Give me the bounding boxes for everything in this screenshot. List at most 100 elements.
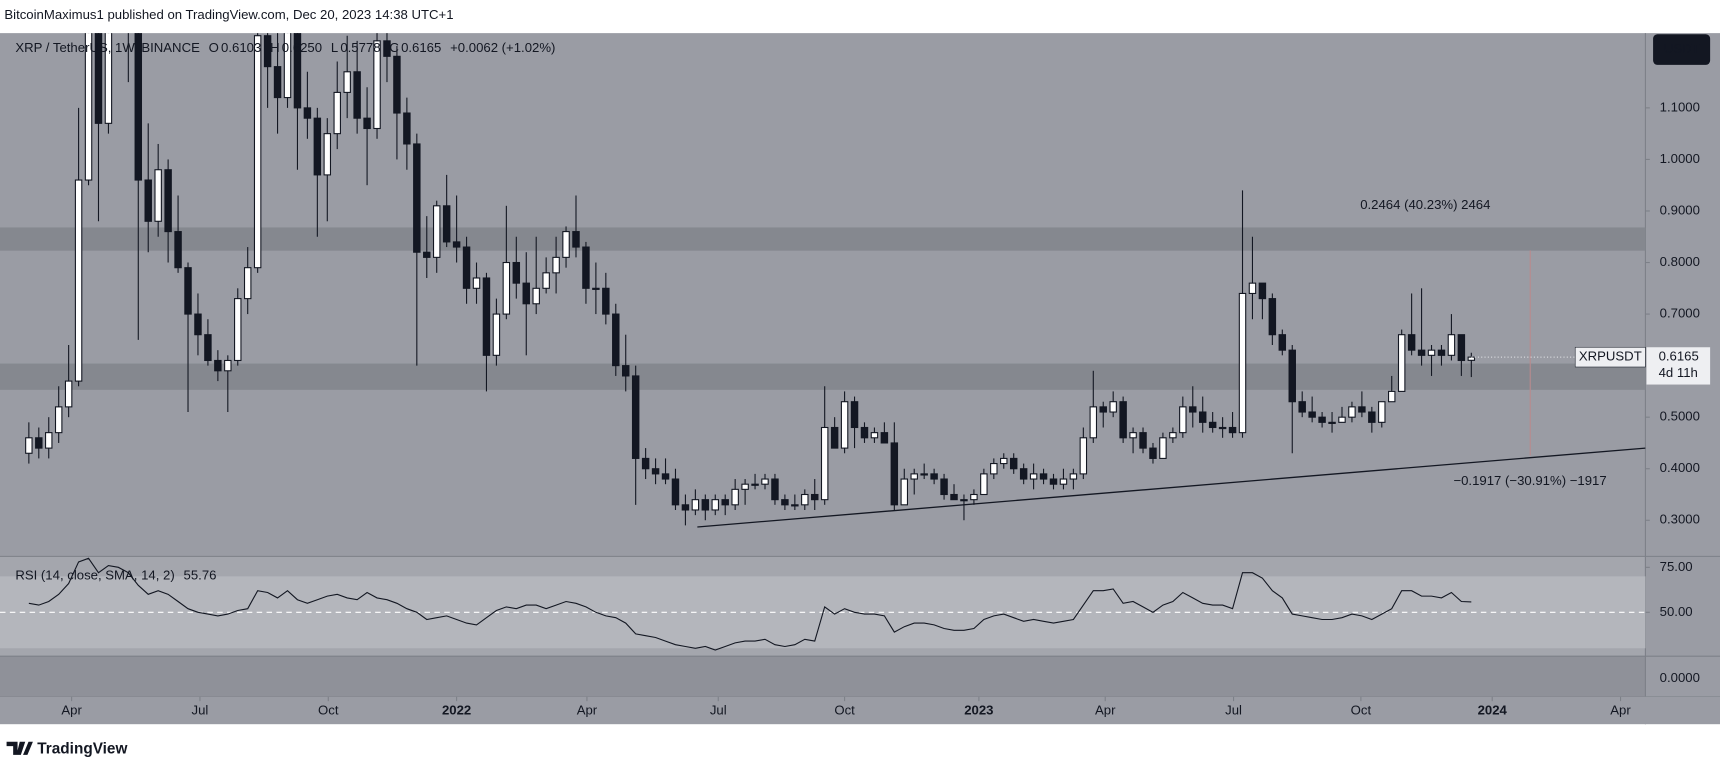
candle-body xyxy=(432,205,441,258)
candle-body xyxy=(1039,473,1048,480)
rsi-line xyxy=(28,557,1472,651)
candle-body xyxy=(890,442,899,506)
ohlc-value: 0.5778 xyxy=(340,40,380,55)
candle-body xyxy=(701,499,710,511)
candle-body xyxy=(542,272,550,289)
x-tick-label: Apr xyxy=(61,703,82,718)
zone xyxy=(0,363,1646,390)
candle-body xyxy=(253,35,262,269)
x-tick-label: 2022 xyxy=(442,703,471,718)
candle-body xyxy=(940,478,948,496)
candle-body xyxy=(622,365,630,377)
candle-body xyxy=(214,359,222,372)
candle-body xyxy=(273,66,282,99)
candle-body xyxy=(1019,468,1028,480)
y-tick-label: 0.3000 xyxy=(1660,512,1700,527)
candle-body xyxy=(492,313,501,356)
candle-body xyxy=(1437,349,1446,356)
candle-body xyxy=(1457,334,1466,362)
candle-body xyxy=(850,401,859,429)
candle-body xyxy=(1218,426,1227,430)
x-tick-label: Jul xyxy=(1225,703,1242,718)
candle-body xyxy=(681,504,690,511)
candle-body xyxy=(54,406,63,434)
candle-body xyxy=(532,287,540,305)
candle-body xyxy=(612,313,620,367)
candle-body xyxy=(562,231,570,258)
candle-body xyxy=(1427,349,1436,356)
currency: USDT xyxy=(1664,41,1700,56)
candle-body xyxy=(403,112,411,145)
y-tick-label: 0.7000 xyxy=(1660,306,1700,321)
candle-body xyxy=(104,33,113,124)
candle-body xyxy=(582,246,590,289)
candle-body xyxy=(1388,390,1396,403)
footer-logo: TradingView xyxy=(6,740,127,757)
candle-body xyxy=(94,33,103,124)
rsi-title: RSI (14, close, SMA, 14, 2) xyxy=(15,568,174,583)
candle-body xyxy=(293,33,302,109)
y-tick-label: 50.00 xyxy=(1660,604,1693,619)
candle-body xyxy=(74,179,83,382)
candle-body xyxy=(1069,473,1078,480)
candle-body xyxy=(194,313,202,336)
candle-body xyxy=(900,478,909,506)
candle-body xyxy=(592,287,600,290)
candle-body xyxy=(1049,478,1058,485)
candle-body xyxy=(691,499,700,511)
y-tick-label: 0.8000 xyxy=(1660,254,1700,269)
candle-body xyxy=(1089,406,1098,439)
candle-body xyxy=(960,499,968,502)
candle-body xyxy=(711,499,719,511)
candle-body xyxy=(1179,406,1187,434)
candle-body xyxy=(791,504,799,507)
price-layer xyxy=(0,33,1646,528)
y-tick-label: 0.9000 xyxy=(1660,202,1700,217)
candle-body xyxy=(1169,432,1177,439)
candle-body xyxy=(1119,401,1127,439)
candle-body xyxy=(552,256,560,274)
change-label: +0.0062 (+1.02%) xyxy=(450,40,555,55)
publisher: BitcoinMaximus1 published on TradingView… xyxy=(4,7,453,22)
candle-body xyxy=(1417,349,1426,356)
candle-body xyxy=(641,457,650,470)
candle-body xyxy=(661,473,670,480)
candle-body xyxy=(1378,401,1386,423)
candle-body xyxy=(1238,292,1247,434)
candle-body xyxy=(602,287,610,315)
candle-body xyxy=(1228,426,1237,434)
ohlc-value: 0.6250 xyxy=(282,40,322,55)
candle-body xyxy=(1338,416,1346,423)
candle-body xyxy=(651,468,660,475)
candle-body xyxy=(1328,421,1336,424)
candle-body xyxy=(413,143,421,253)
candle-body xyxy=(1009,457,1018,470)
candle-body xyxy=(84,33,93,181)
candle-body xyxy=(144,179,152,222)
x-tick-label: Oct xyxy=(1351,703,1372,718)
y-tick-label: 1.0000 xyxy=(1660,151,1700,166)
candle-body xyxy=(1368,411,1376,423)
candle-body xyxy=(970,493,978,501)
x-tick-label: Oct xyxy=(834,703,855,718)
candle-body xyxy=(1000,457,1008,465)
candle-body xyxy=(234,298,242,362)
candle-body xyxy=(512,261,521,284)
candle-body xyxy=(383,40,391,57)
candle-body xyxy=(323,133,332,176)
ohlc-value: 0.6165 xyxy=(401,40,441,55)
candle-body xyxy=(1318,416,1326,423)
candle-body xyxy=(174,231,182,269)
candle-body xyxy=(64,380,73,408)
x-tick-label: 2023 xyxy=(964,703,993,718)
symbol-tag: XRPUSDT xyxy=(1579,349,1642,364)
candle-body xyxy=(303,107,312,119)
y-tick-label: 75.00 xyxy=(1660,559,1693,574)
candle-body xyxy=(373,40,381,130)
ohlc-prefix: C xyxy=(389,40,399,55)
candle-body xyxy=(950,493,958,501)
rsi-value: 55.76 xyxy=(184,568,217,583)
trendline xyxy=(697,447,1646,528)
candle-body xyxy=(771,478,779,501)
candle-body xyxy=(1149,447,1157,459)
